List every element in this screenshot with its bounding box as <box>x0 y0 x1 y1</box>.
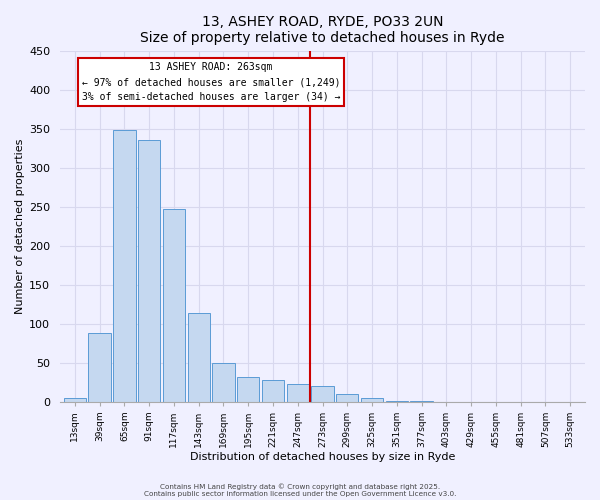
Text: Contains HM Land Registry data © Crown copyright and database right 2025.: Contains HM Land Registry data © Crown c… <box>160 484 440 490</box>
Bar <box>361 398 383 402</box>
Bar <box>237 376 259 402</box>
Text: 13 ASHEY ROAD: 263sqm
← 97% of detached houses are smaller (1,249)
3% of semi-de: 13 ASHEY ROAD: 263sqm ← 97% of detached … <box>82 62 340 102</box>
Bar <box>336 394 358 402</box>
Bar <box>113 130 136 402</box>
Bar <box>138 140 160 402</box>
Text: Contains public sector information licensed under the Open Government Licence v3: Contains public sector information licen… <box>144 491 456 497</box>
Y-axis label: Number of detached properties: Number of detached properties <box>15 138 25 314</box>
Bar <box>163 209 185 402</box>
Title: 13, ASHEY ROAD, RYDE, PO33 2UN
Size of property relative to detached houses in R: 13, ASHEY ROAD, RYDE, PO33 2UN Size of p… <box>140 15 505 45</box>
Bar <box>287 384 309 402</box>
Bar <box>88 333 111 402</box>
Bar <box>212 362 235 402</box>
Bar <box>188 314 210 402</box>
Bar <box>410 401 433 402</box>
Bar <box>311 386 334 402</box>
X-axis label: Distribution of detached houses by size in Ryde: Distribution of detached houses by size … <box>190 452 455 462</box>
Bar <box>386 401 408 402</box>
Bar <box>64 398 86 402</box>
Bar <box>262 380 284 402</box>
